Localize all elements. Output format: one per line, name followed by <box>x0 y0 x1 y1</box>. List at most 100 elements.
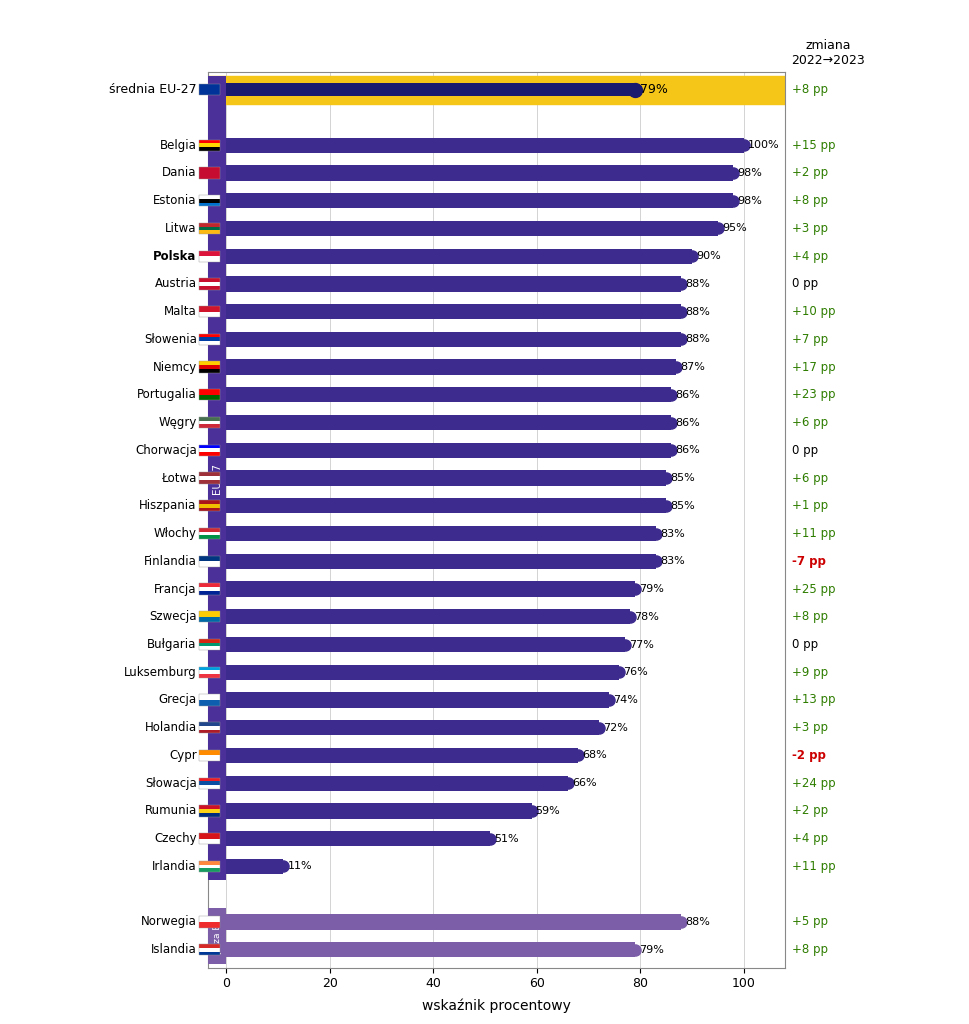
Text: 98%: 98% <box>737 168 763 178</box>
Text: Rumunia: Rumunia <box>144 805 197 817</box>
Text: +4 pp: +4 pp <box>792 833 828 845</box>
Text: 68%: 68% <box>582 751 607 761</box>
Text: Szwecja: Szwecja <box>149 610 197 624</box>
Text: Holandia: Holandia <box>144 721 197 734</box>
Text: Belgia: Belgia <box>160 138 197 152</box>
Text: 85%: 85% <box>671 473 695 483</box>
Bar <box>227 137 743 153</box>
Text: +24 pp: +24 pp <box>792 777 835 790</box>
Bar <box>227 387 672 402</box>
Text: +2 pp: +2 pp <box>792 805 828 817</box>
Bar <box>208 76 227 881</box>
Text: 74%: 74% <box>613 695 639 705</box>
Text: 59%: 59% <box>536 806 560 816</box>
Bar <box>227 276 681 292</box>
Text: +8 pp: +8 pp <box>792 195 828 207</box>
Text: +6 pp: +6 pp <box>792 416 828 429</box>
Text: +8 pp: +8 pp <box>792 83 828 96</box>
Bar <box>227 526 656 541</box>
Bar <box>227 194 734 208</box>
Text: 88%: 88% <box>686 916 710 927</box>
Text: 83%: 83% <box>660 556 684 566</box>
Bar <box>227 84 635 96</box>
Text: 0 pp: 0 pp <box>792 278 818 291</box>
Text: Niemcy: Niemcy <box>152 360 197 374</box>
Bar <box>227 470 666 485</box>
Bar <box>227 165 734 180</box>
Text: 95%: 95% <box>722 223 746 233</box>
Text: 88%: 88% <box>686 279 710 289</box>
Text: Dania: Dania <box>162 167 197 179</box>
Bar <box>227 831 490 846</box>
Text: 87%: 87% <box>680 362 705 372</box>
Bar <box>227 442 672 458</box>
Text: Hiszpania: Hiszpania <box>140 500 197 512</box>
Bar <box>208 908 227 964</box>
Bar <box>227 359 676 375</box>
Bar <box>227 582 635 597</box>
Text: +17 pp: +17 pp <box>792 360 835 374</box>
Text: +5 pp: +5 pp <box>792 915 828 929</box>
Text: 86%: 86% <box>675 418 700 428</box>
Text: +3 pp: +3 pp <box>792 222 828 234</box>
Text: -7 pp: -7 pp <box>792 555 826 567</box>
Text: 72%: 72% <box>603 723 628 733</box>
Text: +13 pp: +13 pp <box>792 693 835 707</box>
Text: Włochy: Włochy <box>154 527 197 540</box>
Bar <box>227 914 681 930</box>
Text: Litwa: Litwa <box>165 222 197 234</box>
Text: EU-27: EU-27 <box>212 463 222 494</box>
Text: 88%: 88% <box>686 306 710 316</box>
Bar <box>227 249 692 264</box>
Bar <box>227 415 672 430</box>
Bar <box>208 76 785 103</box>
Bar <box>227 304 681 319</box>
Text: +8 pp: +8 pp <box>792 943 828 956</box>
Bar <box>227 692 610 708</box>
Text: 0 pp: 0 pp <box>792 443 818 457</box>
Text: 76%: 76% <box>624 668 648 677</box>
Bar <box>227 665 619 680</box>
X-axis label: wskaźnik procentowy: wskaźnik procentowy <box>422 998 571 1013</box>
Text: Malta: Malta <box>164 305 197 318</box>
Text: +25 pp: +25 pp <box>792 583 835 596</box>
Bar <box>227 637 625 652</box>
Text: średnia EU-27: średnia EU-27 <box>109 83 197 96</box>
Bar <box>227 748 578 763</box>
Text: Cypr: Cypr <box>169 749 197 762</box>
Text: Słowenia: Słowenia <box>143 333 197 346</box>
Text: +11 pp: +11 pp <box>792 527 835 540</box>
Text: 79%: 79% <box>640 945 664 954</box>
Text: +23 pp: +23 pp <box>792 388 835 401</box>
Text: 90%: 90% <box>696 251 721 261</box>
Text: poza EU: poza EU <box>213 918 222 954</box>
Bar <box>227 609 630 625</box>
Text: zmiana
2022→2023: zmiana 2022→2023 <box>792 39 865 67</box>
Text: Węgry: Węgry <box>158 416 197 429</box>
Text: +10 pp: +10 pp <box>792 305 835 318</box>
Bar <box>227 803 532 818</box>
Text: Islandia: Islandia <box>151 943 197 956</box>
Bar <box>227 332 681 347</box>
Text: 98%: 98% <box>737 196 763 206</box>
Text: 83%: 83% <box>660 528 684 539</box>
Text: +8 pp: +8 pp <box>792 610 828 624</box>
Text: Czechy: Czechy <box>154 833 197 845</box>
Text: 0 pp: 0 pp <box>792 638 818 651</box>
Text: 85%: 85% <box>671 501 695 511</box>
Text: Luksemburg: Luksemburg <box>124 666 197 679</box>
Text: Słowacja: Słowacja <box>145 777 197 790</box>
Text: Finlandia: Finlandia <box>143 555 197 567</box>
Text: 66%: 66% <box>572 778 597 788</box>
Text: Irlandia: Irlandia <box>152 860 197 872</box>
Text: Chorwacja: Chorwacja <box>135 443 197 457</box>
Text: +9 pp: +9 pp <box>792 666 828 679</box>
Bar <box>227 859 283 874</box>
Text: Łotwa: Łotwa <box>161 472 197 484</box>
Text: +15 pp: +15 pp <box>792 138 835 152</box>
Bar <box>227 942 635 957</box>
Text: 86%: 86% <box>675 445 700 456</box>
Text: -2 pp: -2 pp <box>792 749 826 762</box>
Text: Polska: Polska <box>153 250 197 262</box>
Text: +2 pp: +2 pp <box>792 167 828 179</box>
